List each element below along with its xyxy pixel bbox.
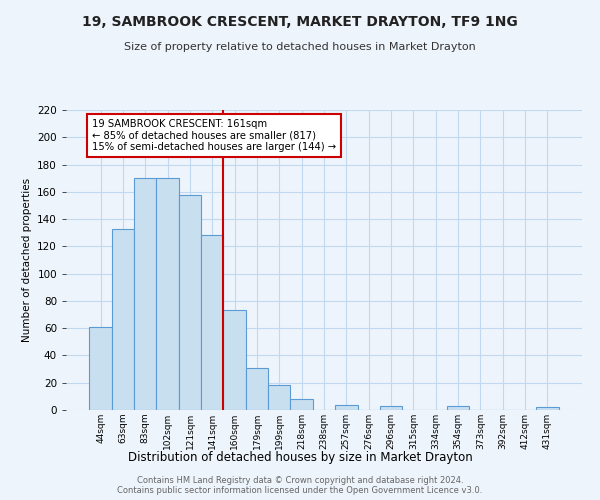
Bar: [268, 386, 290, 410]
Bar: [447, 406, 469, 410]
Bar: [157, 178, 179, 410]
Bar: [335, 404, 358, 410]
Text: Distribution of detached houses by size in Market Drayton: Distribution of detached houses by size …: [128, 451, 472, 464]
Bar: [380, 406, 402, 410]
Bar: [290, 399, 313, 410]
Bar: [246, 368, 268, 410]
Bar: [201, 236, 223, 410]
Bar: [223, 310, 246, 410]
Text: 19 SAMBROOK CRESCENT: 161sqm
← 85% of detached houses are smaller (817)
15% of s: 19 SAMBROOK CRESCENT: 161sqm ← 85% of de…: [92, 119, 336, 152]
Text: Size of property relative to detached houses in Market Drayton: Size of property relative to detached ho…: [124, 42, 476, 52]
Bar: [112, 228, 134, 410]
Text: 19, SAMBROOK CRESCENT, MARKET DRAYTON, TF9 1NG: 19, SAMBROOK CRESCENT, MARKET DRAYTON, T…: [82, 15, 518, 29]
Bar: [536, 408, 559, 410]
Bar: [134, 178, 157, 410]
Bar: [179, 194, 201, 410]
Text: Contains HM Land Registry data © Crown copyright and database right 2024.
Contai: Contains HM Land Registry data © Crown c…: [118, 476, 482, 495]
Bar: [89, 327, 112, 410]
Y-axis label: Number of detached properties: Number of detached properties: [22, 178, 32, 342]
